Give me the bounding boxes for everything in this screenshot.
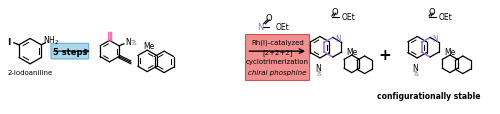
Text: NH$_2$: NH$_2$	[43, 34, 60, 47]
Text: I: I	[8, 38, 10, 47]
Text: configurationally stable: configurationally stable	[378, 91, 481, 100]
FancyBboxPatch shape	[51, 44, 88, 59]
Text: chiral phosphine: chiral phosphine	[248, 69, 306, 75]
Text: Rh(I)-catalyzed
[2+2+2]
cyclotrimerization: Rh(I)-catalyzed [2+2+2] cyclotrimerizati…	[246, 39, 309, 64]
Text: O: O	[332, 8, 338, 17]
Text: 5 steps: 5 steps	[52, 47, 87, 56]
Text: Me: Me	[144, 41, 155, 50]
Text: Me: Me	[346, 47, 358, 56]
Text: N: N	[432, 35, 438, 44]
Text: O: O	[429, 8, 436, 17]
Text: OEt: OEt	[276, 23, 289, 32]
Text: N: N	[335, 35, 340, 44]
Text: Me: Me	[444, 47, 456, 56]
Text: OEt: OEt	[342, 13, 355, 22]
Text: N: N	[412, 64, 418, 73]
Text: 2-iodoaniline: 2-iodoaniline	[8, 69, 52, 75]
FancyBboxPatch shape	[246, 34, 309, 81]
Text: N: N	[315, 64, 321, 73]
Text: O: O	[265, 14, 272, 23]
Text: Ts: Ts	[314, 70, 322, 76]
Text: OEt: OEt	[439, 13, 453, 22]
Text: N: N	[125, 38, 130, 47]
Text: N: N	[257, 23, 264, 32]
Text: +: +	[378, 47, 391, 62]
Text: Ts: Ts	[412, 70, 418, 76]
Text: Ts: Ts	[130, 40, 136, 45]
